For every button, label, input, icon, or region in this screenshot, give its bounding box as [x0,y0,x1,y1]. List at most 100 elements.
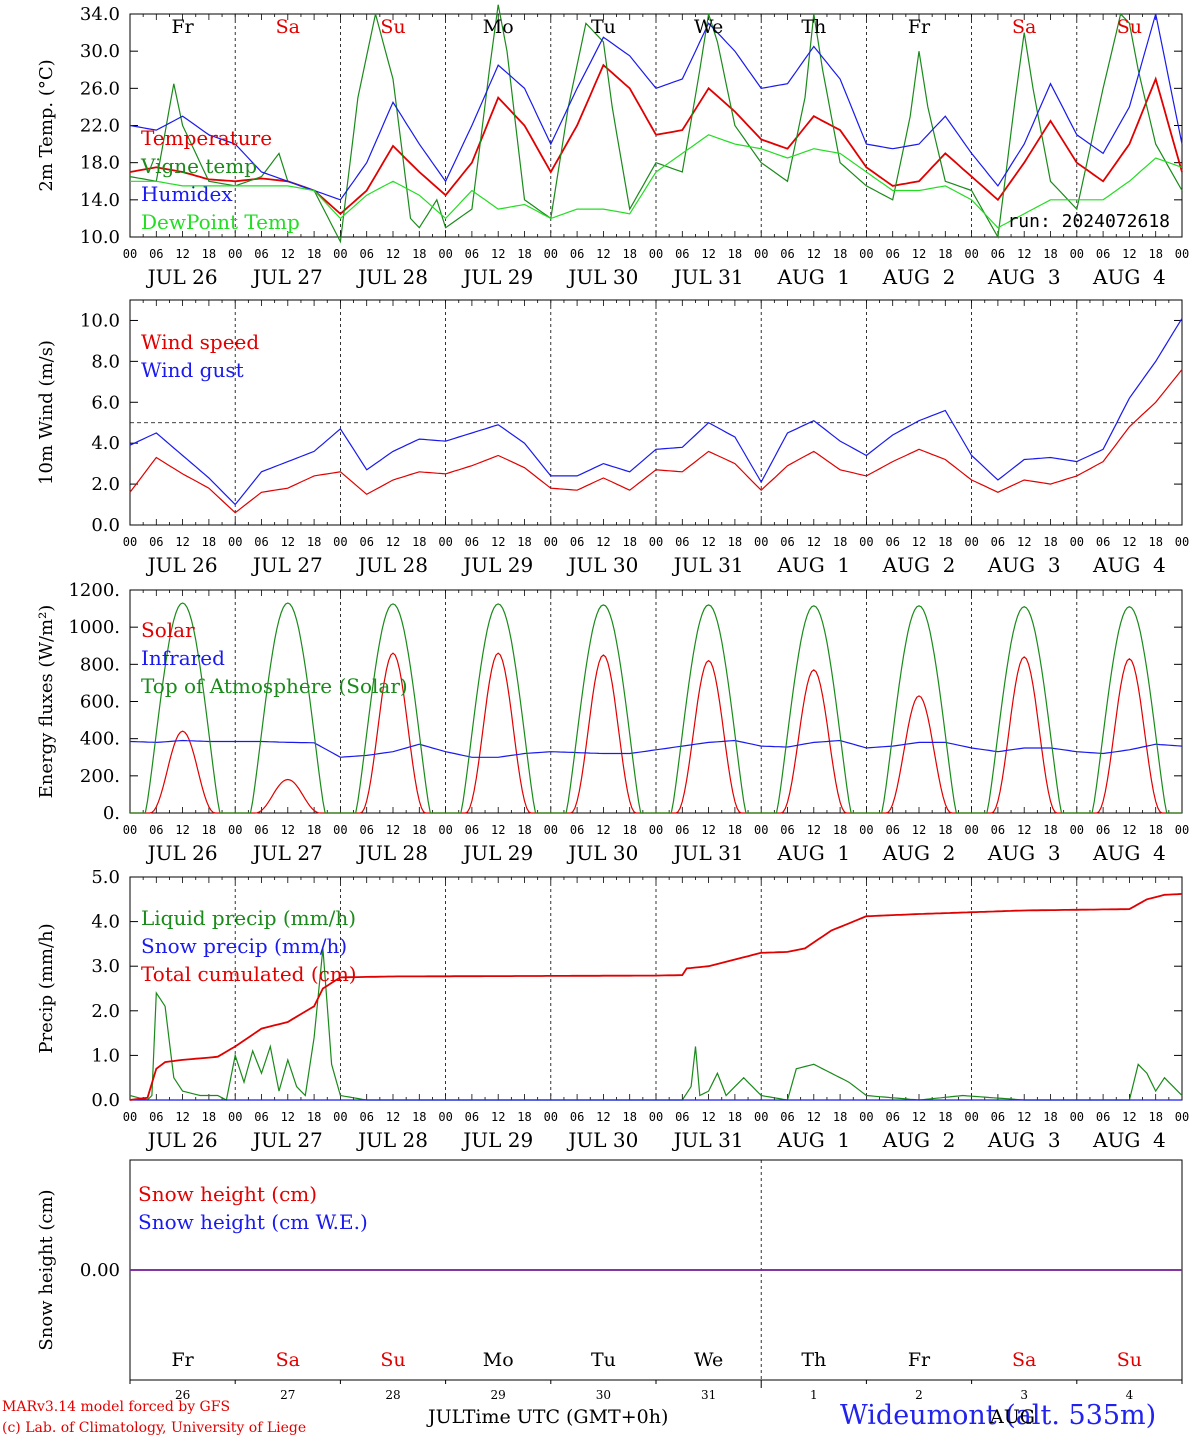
hour-tick-label: 18 [622,1110,636,1124]
hour-tick-label: 06 [1096,1110,1110,1124]
y-tick-label: 8.0 [91,351,120,372]
legend-temperature-2: Humidex [141,182,233,206]
hour-tick-label: 18 [307,1110,321,1124]
date-label: AUG 4 [1092,1128,1166,1152]
hour-tick-label: 06 [885,823,899,837]
legend-snow-1: Snow height (cm W.E.) [138,1210,368,1234]
temperature-frame [129,13,1183,238]
legend-energy-0: Solar [141,618,195,642]
hour-tick-label: 18 [622,823,636,837]
hour-tick-label: 00 [123,247,137,261]
hour-tick-label: 00 [544,535,558,549]
hour-tick-label: 06 [254,247,268,261]
hour-tick-label: 12 [596,247,610,261]
date-label: JUL 30 [566,1128,638,1152]
hour-tick-label: 18 [517,823,531,837]
y-tick-label: 800. [80,654,120,675]
bottom-day-label: Th [801,1349,826,1371]
hour-tick-label: 00 [1070,247,1084,261]
hour-tick-label: 12 [175,535,189,549]
hour-tick-label: 12 [807,247,821,261]
hour-tick-label: 12 [1122,535,1136,549]
hour-tick-label: 12 [175,1110,189,1124]
y-tick-label: 30.0 [80,41,120,62]
hour-tick-label: 06 [149,535,163,549]
day-of-week-label: Sa [1012,16,1036,38]
y-tick-label: 2.0 [91,1001,120,1022]
legend-wind-0: Wind speed [141,330,259,354]
day-of-week-label: Tu [591,16,616,38]
date-label: AUG 2 [882,265,956,289]
hour-tick-label: 06 [1096,823,1110,837]
bottom-day-number: 31 [701,1388,716,1402]
hour-tick-label: 00 [123,535,137,549]
hour-tick-label: 18 [622,247,636,261]
hour-tick-label: 18 [307,535,321,549]
y-tick-label: 14.0 [80,190,120,211]
hour-tick-label: 00 [754,535,768,549]
y-tick-label: 1000. [68,617,120,638]
legend-snow-0: Snow height (cm) [138,1182,317,1206]
hour-tick-label: 06 [675,535,689,549]
bottom-day-label: Sa [276,1349,300,1371]
bottom-day-number: 26 [175,1388,190,1402]
hour-tick-label: 18 [412,823,426,837]
hour-tick-label: 06 [149,1110,163,1124]
legend-temperature-3: DewPoint Temp [141,210,300,234]
hour-tick-label: 06 [570,535,584,549]
date-label: AUG 2 [882,841,956,865]
hour-tick-label: 06 [780,823,794,837]
time-axis-label: JULTime UTC (GMT+0h) [428,1406,668,1428]
y-tick-label: 600. [80,692,120,713]
hour-tick-label: 00 [544,1110,558,1124]
hour-tick-label: 00 [123,823,137,837]
hour-tick-label: 12 [175,247,189,261]
date-label: AUG 3 [987,841,1061,865]
hour-tick-label: 12 [596,823,610,837]
y-axis-label: 10m Wind (m/s) [36,340,57,485]
legend-precip-0: Liquid precip (mm/h) [141,906,356,930]
hour-tick-label: 06 [675,1110,689,1124]
hour-tick-label: 00 [1070,1110,1084,1124]
bottom-day-label: Su [380,1349,405,1371]
bottom-day-label: We [694,1349,723,1371]
hour-tick-label: 12 [912,823,926,837]
hour-tick-label: 00 [438,1110,452,1124]
hour-tick-label: 00 [754,247,768,261]
date-label: AUG 3 [987,1128,1061,1152]
hour-tick-label: 12 [701,535,715,549]
day-of-week-label: Su [1117,16,1142,38]
hour-tick-label: 12 [596,535,610,549]
hour-tick-label: 18 [1148,535,1162,549]
hour-tick-label: 18 [517,535,531,549]
hour-tick-label: 18 [728,535,742,549]
lab-credit: (c) Lab. of Climatology, University of L… [2,1420,307,1436]
date-label: JUL 26 [146,841,218,865]
hour-tick-label: 12 [912,1110,926,1124]
hour-tick-label: 18 [1043,535,1057,549]
hour-tick-label: 06 [675,823,689,837]
model-credit: MARv3.14 model forced by GFS [2,1399,231,1415]
hour-tick-label: 18 [517,1110,531,1124]
hour-tick-label: 18 [412,247,426,261]
bottom-day-label: Fr [171,1349,194,1371]
hour-tick-label: 18 [938,535,952,549]
hour-tick-label: 18 [1043,247,1057,261]
date-label: JUL 30 [566,265,638,289]
date-label: JUL 29 [461,265,533,289]
date-label: JUL 30 [566,841,638,865]
hour-tick-label: 12 [281,535,295,549]
hour-tick-label: 00 [754,1110,768,1124]
y-axis-label: Snow height (cm) [36,1189,57,1350]
date-label: AUG 1 [776,265,850,289]
hour-tick-label: 12 [912,535,926,549]
hour-tick-label: 18 [202,247,216,261]
legend-energy-1: Infrared [141,646,225,670]
date-label: JUL 29 [461,1128,533,1152]
date-label: JUL 27 [251,553,323,577]
hour-tick-label: 00 [438,535,452,549]
hour-tick-label: 00 [964,247,978,261]
hour-tick-label: 00 [1175,1110,1189,1124]
hour-tick-label: 06 [465,535,479,549]
hour-tick-label: 00 [333,247,347,261]
